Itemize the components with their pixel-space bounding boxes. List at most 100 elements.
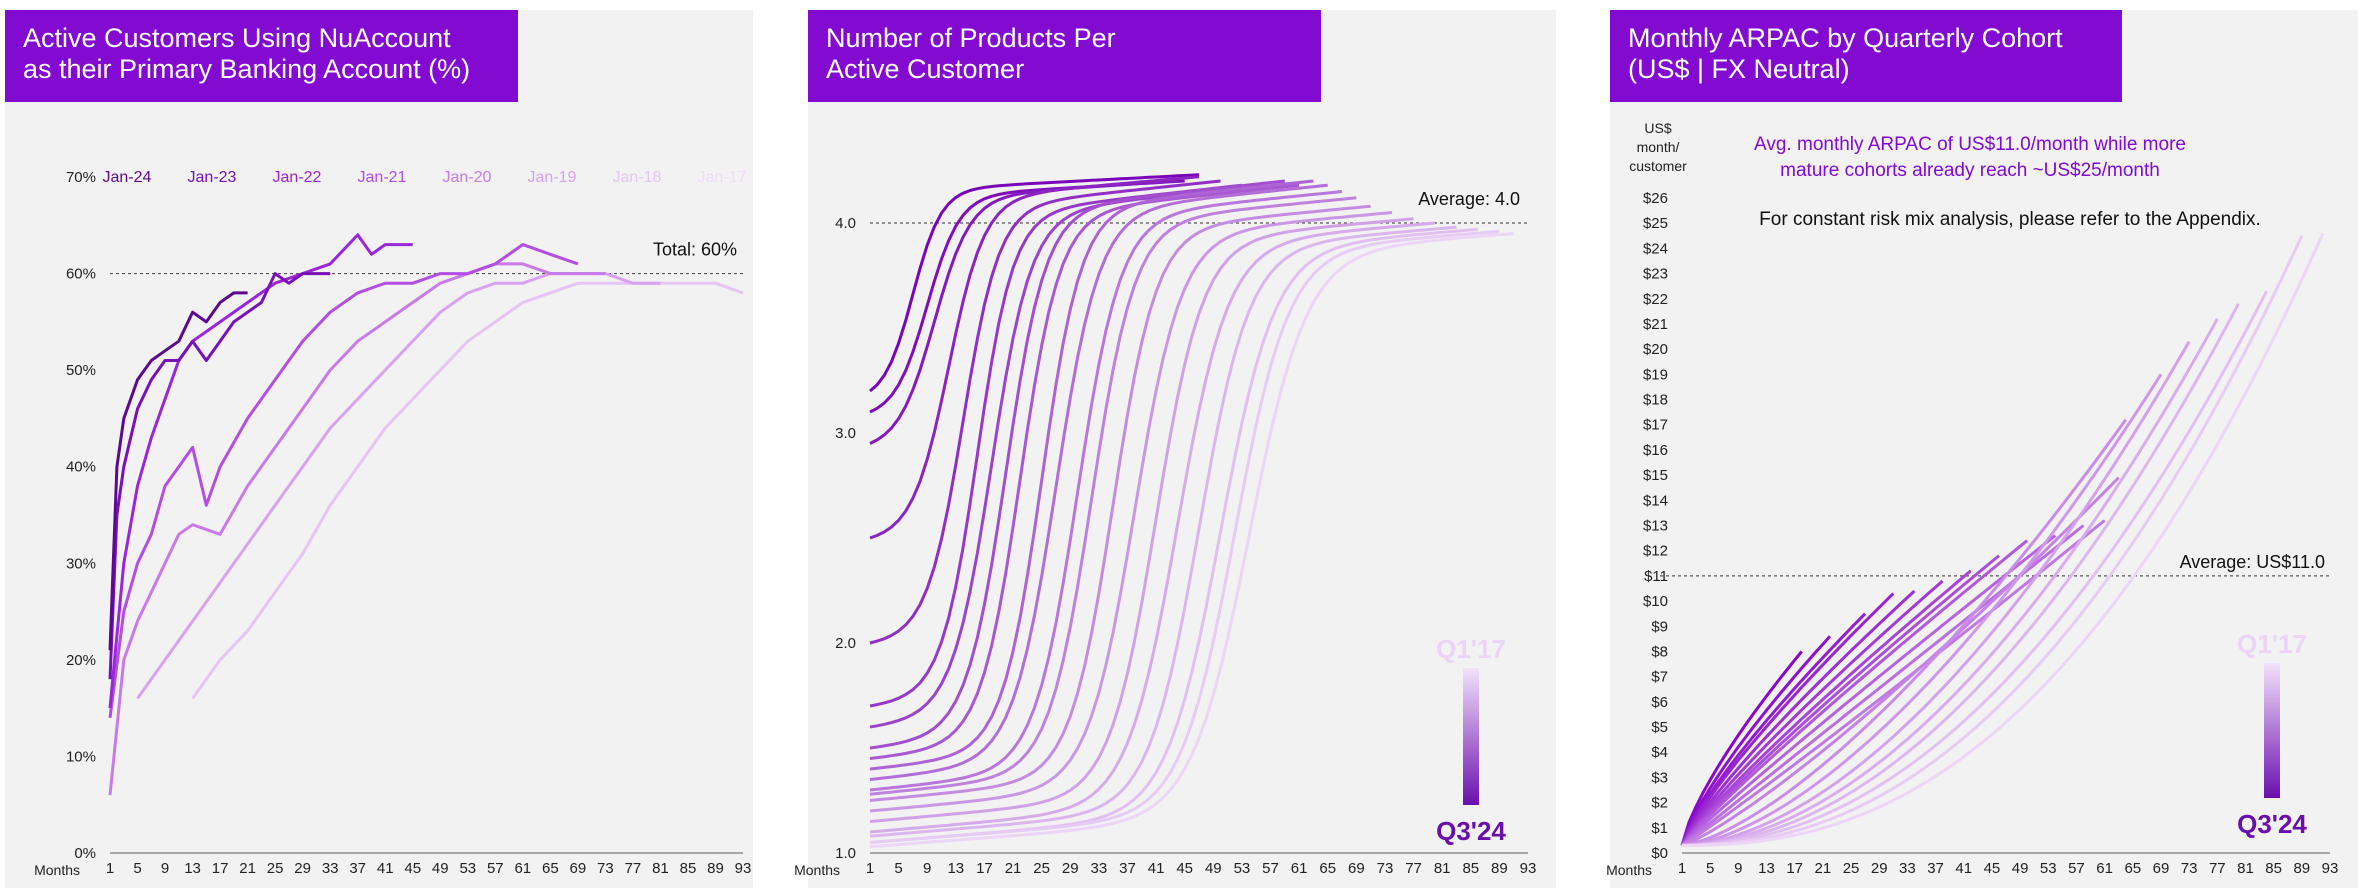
x-tick-label: 9	[923, 860, 931, 877]
series-line-jan-18	[191, 281, 744, 700]
legend-item-jan-18: Jan-18	[613, 169, 662, 186]
y-tick-label: 4.0	[835, 215, 856, 232]
y-tick-label: $9	[1651, 618, 1668, 635]
y-tick-label: 0%	[74, 845, 96, 862]
cohort-line	[869, 225, 1457, 838]
cohort-line	[869, 179, 1221, 645]
x-tick-label: 77	[2209, 860, 2226, 877]
cohort-line	[1680, 534, 2057, 847]
x-tick-label: 61	[1291, 860, 1308, 877]
cohort-line	[869, 179, 1314, 771]
y-tick-label: $7	[1651, 669, 1668, 686]
x-tick-label: 65	[2124, 860, 2141, 877]
cohort-line	[1681, 418, 2127, 847]
cohort-line	[1680, 554, 2000, 847]
x-tick-label: 5	[894, 860, 902, 877]
cohort-line	[869, 196, 1357, 796]
x-axis-label: Months	[794, 862, 840, 878]
annotation-arpac: Avg. monthly ARPAC of US$11.0/month whil…	[1754, 134, 2186, 181]
legend-item-jan-23: Jan-23	[188, 169, 237, 186]
x-tick-label: 1	[1678, 860, 1686, 877]
x-tick-label: 49	[1205, 860, 1222, 877]
cohort-line	[1681, 340, 2191, 847]
cohort-line	[869, 179, 1285, 750]
cohort-line	[869, 221, 1436, 834]
chart-products-per-customer: 1 5 9 13 17 21 25 29 33 37 41 45 49 53 57 61 65 69 73 77 81 8…	[794, 173, 1536, 878]
x-tick-label: 53	[2040, 860, 2057, 877]
y-tick-label: $11	[1644, 568, 1668, 585]
x-tick-label: 1	[106, 860, 114, 877]
x-tick-label: 9	[1734, 860, 1742, 877]
x-tick-label: 37	[1927, 860, 1944, 877]
x-tick-label: 85	[2265, 860, 2282, 877]
y-tick-label: $3	[1651, 769, 1668, 786]
y-axis-label: month/	[1637, 139, 1680, 155]
legend-item-jan-20: Jan-20	[443, 169, 492, 186]
y-tick-label: 50%	[66, 362, 96, 379]
x-tick-label: 41	[377, 860, 394, 877]
cohort-line	[869, 190, 1343, 792]
y-tick-label: $24	[1643, 240, 1668, 257]
y-tick-label: $10	[1643, 593, 1668, 610]
chart-monthly-arpac: 1 5 9 13 17 21 25 29 33 37 41 45 49 53 57 61 65 69 73 77 81 8…	[1606, 120, 2338, 878]
reference-line-label: Average: 4.0	[1418, 189, 1520, 209]
x-tick-label: 49	[2012, 860, 2029, 877]
series-line-jan-24	[108, 291, 248, 651]
cohort-line	[869, 211, 1393, 813]
x-tick-label: 13	[184, 860, 201, 877]
x-tick-label: 9	[161, 860, 169, 877]
cohort-line	[869, 204, 1371, 802]
x-tick-label: 85	[1462, 860, 1479, 877]
x-tick-label: 53	[459, 860, 476, 877]
cohort-line	[1680, 589, 1916, 847]
reference-line-label: Average: US$11.0	[2180, 552, 2325, 572]
cohort-line	[869, 229, 1500, 844]
x-tick-label: 37	[349, 860, 366, 877]
x-tick-label: 57	[2068, 860, 2085, 877]
legend-gradient-bar	[2264, 663, 2280, 798]
x-tick-label: 13	[947, 860, 964, 877]
x-tick-label: 45	[1176, 860, 1193, 877]
panel-products-per-customer: Number of Products Per Active Customer 1…	[794, 10, 1556, 888]
y-tick-label: $13	[1643, 518, 1668, 535]
cohort-line	[1680, 569, 1972, 847]
x-tick-label: 89	[707, 860, 724, 877]
panel-title: Monthly ARPAC by Quarterly Cohort (US$ |…	[1610, 10, 2122, 102]
y-tick-label: $14	[1643, 492, 1668, 509]
legend-gradient-bar	[1463, 668, 1479, 805]
x-tick-label: 29	[294, 860, 311, 877]
y-axis-label: customer	[1629, 158, 1687, 174]
y-tick-label: $23	[1643, 266, 1668, 283]
x-tick-label: 17	[976, 860, 993, 877]
legend-item-jan-24: Jan-24	[103, 169, 152, 186]
series-line-jan-21	[108, 243, 579, 718]
y-tick-label: $19	[1643, 366, 1668, 383]
y-tick-label: $5	[1651, 719, 1668, 736]
y-tick-label: $6	[1651, 694, 1668, 711]
cohort-line	[1680, 539, 2029, 847]
x-tick-label: 1	[866, 860, 874, 877]
x-tick-label: 29	[1871, 860, 1888, 877]
x-tick-label: 25	[1033, 860, 1050, 877]
panel-primary-banking: Active Customers Using NuAccount as thei…	[5, 10, 753, 888]
y-tick-label: 40%	[66, 459, 96, 476]
cohort-line	[1681, 318, 2219, 847]
y-tick-label: $12	[1643, 543, 1668, 560]
y-axis-label: US$	[1644, 120, 1671, 136]
reference-line-label: Total: 60%	[653, 240, 737, 260]
y-tick-label: $18	[1643, 392, 1668, 409]
x-tick-label: 41	[1955, 860, 1972, 877]
x-tick-label: 85	[680, 860, 697, 877]
x-tick-label: 69	[570, 860, 587, 877]
cohort-line	[1681, 303, 2240, 847]
y-tick-label: $2	[1651, 795, 1668, 812]
y-tick-label: 2.0	[835, 635, 856, 652]
x-tick-label: 69	[1348, 860, 1365, 877]
x-tick-label: 81	[2237, 860, 2254, 877]
legend-item-jan-17: Jan-17	[698, 169, 747, 186]
x-tick-label: 45	[1984, 860, 2001, 877]
x-tick-label: 89	[2293, 860, 2310, 877]
cohort-line	[1682, 290, 2268, 847]
y-tick-label: $16	[1643, 442, 1668, 459]
x-tick-label: 13	[1758, 860, 1775, 877]
